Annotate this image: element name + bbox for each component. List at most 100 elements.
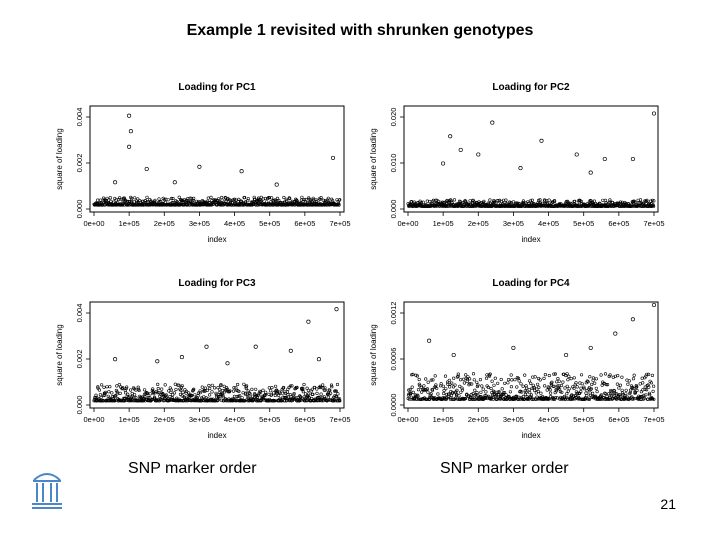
data-point	[429, 378, 433, 382]
data-point	[304, 197, 308, 202]
data-point	[290, 199, 294, 203]
data-point	[310, 387, 314, 391]
data-point	[635, 384, 639, 389]
x-tick-label: 4e+05	[538, 415, 559, 424]
data-point	[231, 389, 236, 393]
data-point	[196, 391, 200, 395]
data-point	[618, 383, 623, 387]
data-point	[148, 396, 152, 400]
data-point	[322, 395, 326, 399]
data-point	[640, 376, 644, 380]
data-point	[530, 397, 534, 401]
data-point	[447, 392, 451, 396]
data-point	[482, 199, 486, 203]
data-point	[300, 195, 304, 199]
plot-frame	[403, 301, 659, 409]
noise-points	[406, 372, 656, 401]
data-point	[579, 386, 583, 390]
data-point	[128, 388, 133, 392]
data-point	[430, 388, 435, 392]
data-point	[549, 391, 553, 395]
chart-title: Loading for PC1	[178, 82, 256, 93]
data-point	[115, 384, 119, 388]
data-point	[410, 385, 414, 389]
data-point	[177, 195, 181, 199]
data-point	[643, 385, 647, 389]
outlier-point	[127, 144, 132, 149]
data-point	[539, 391, 543, 395]
data-point	[467, 377, 472, 381]
data-point	[288, 196, 292, 201]
data-point	[524, 384, 528, 388]
data-point	[617, 386, 621, 390]
outlier-point	[630, 156, 635, 162]
data-point	[208, 397, 212, 401]
data-point	[186, 399, 190, 403]
data-point	[187, 391, 191, 395]
data-point	[310, 199, 314, 203]
data-point	[589, 387, 593, 391]
chart-title: Loading for PC2	[492, 82, 570, 93]
data-point	[529, 381, 533, 385]
data-point	[134, 388, 138, 392]
x-tick-label: 7e+05	[329, 219, 350, 228]
y-tick-label: 0.000	[75, 200, 84, 219]
data-point	[595, 389, 599, 394]
x-axis-label: index	[207, 235, 226, 244]
x-tick-label: 6e+05	[608, 415, 629, 424]
data-point	[311, 392, 315, 396]
data-point	[323, 388, 327, 392]
data-point	[182, 395, 186, 399]
x-tick-label: 2e+05	[468, 415, 489, 424]
scatter-chart-pc1: Loading for PC1 0e+00 1e+05 2e+05 3e+05 4e+05…	[55, 82, 351, 244]
data-point	[207, 383, 211, 388]
data-point	[445, 204, 449, 208]
data-point	[319, 202, 323, 206]
data-point	[564, 396, 568, 400]
x-axis-label: index	[521, 431, 540, 440]
data-point	[429, 392, 433, 396]
data-point	[213, 386, 217, 390]
data-point	[312, 198, 316, 202]
data-point	[574, 381, 578, 385]
data-point	[151, 387, 155, 391]
outlier-point	[651, 111, 657, 116]
data-point	[325, 392, 330, 396]
data-point	[645, 388, 649, 392]
data-point	[484, 390, 488, 394]
data-point	[448, 385, 452, 389]
data-point	[234, 399, 238, 403]
data-point	[137, 388, 141, 393]
x-tick-label: 5e+05	[259, 415, 280, 424]
data-point	[433, 374, 437, 378]
data-point	[589, 387, 593, 391]
data-point	[292, 391, 296, 396]
data-point	[220, 391, 224, 396]
data-point	[192, 387, 196, 391]
data-point	[146, 395, 151, 400]
data-point	[232, 394, 237, 398]
data-point	[502, 390, 507, 395]
data-point	[210, 390, 214, 394]
data-point	[455, 392, 459, 396]
data-point	[329, 391, 333, 395]
data-point	[220, 195, 224, 200]
outlier-point	[539, 138, 544, 143]
data-point	[337, 198, 341, 202]
data-point	[274, 384, 278, 388]
data-point	[132, 393, 137, 397]
x-tick-label: 0e+00	[83, 415, 104, 424]
data-point	[553, 372, 557, 376]
data-point	[431, 378, 435, 382]
data-point	[644, 374, 648, 378]
outlier-point	[564, 352, 569, 358]
data-point	[435, 386, 439, 390]
data-point	[298, 398, 302, 402]
data-point	[243, 195, 247, 200]
data-point	[302, 382, 306, 387]
data-point	[417, 397, 421, 401]
data-point	[504, 198, 508, 202]
data-point	[460, 386, 464, 390]
data-point	[552, 372, 556, 376]
data-point	[461, 397, 465, 401]
